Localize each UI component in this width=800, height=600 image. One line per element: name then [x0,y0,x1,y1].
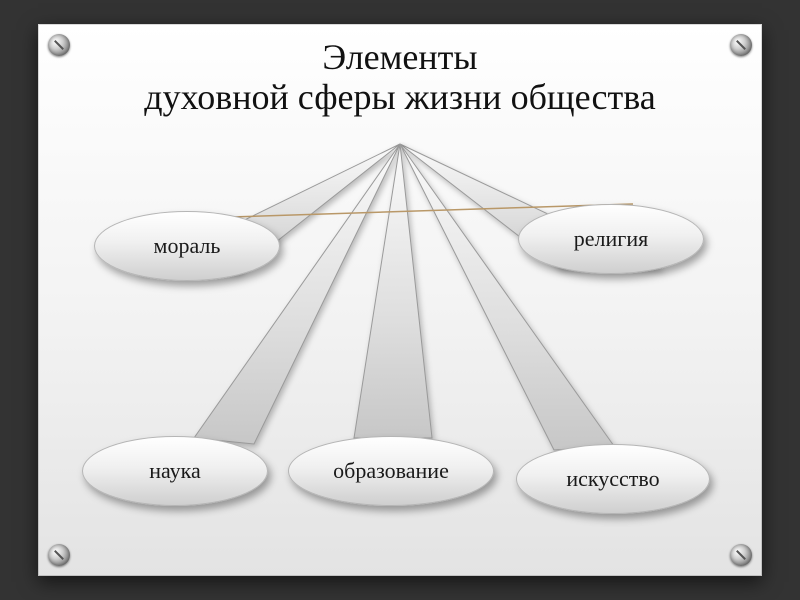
bubble-label: наука [149,458,201,484]
bubble-label: мораль [154,233,221,259]
connector-art [400,144,614,450]
bubble-moral: мораль [94,211,280,281]
screw-bottom-right-icon [730,544,752,566]
connector-education [354,144,432,438]
title-line-1: Элементы [38,38,762,78]
bubble-education: образование [288,436,494,506]
stage: Элементы духовной сферы жизни общества м… [0,0,800,600]
slide: Элементы духовной сферы жизни общества м… [38,24,762,576]
bubble-label: образование [333,458,449,484]
bubble-label: искусство [566,466,659,492]
bubble-religion: религия [518,204,704,274]
bubble-art: искусство [516,444,710,514]
title-line-2: духовной сферы жизни общества [38,78,762,118]
bubble-label: религия [574,226,648,252]
bubble-science: наука [82,436,268,506]
connector-science [194,144,400,444]
page-title: Элементы духовной сферы жизни общества [38,38,762,117]
screw-bottom-left-icon [48,544,70,566]
